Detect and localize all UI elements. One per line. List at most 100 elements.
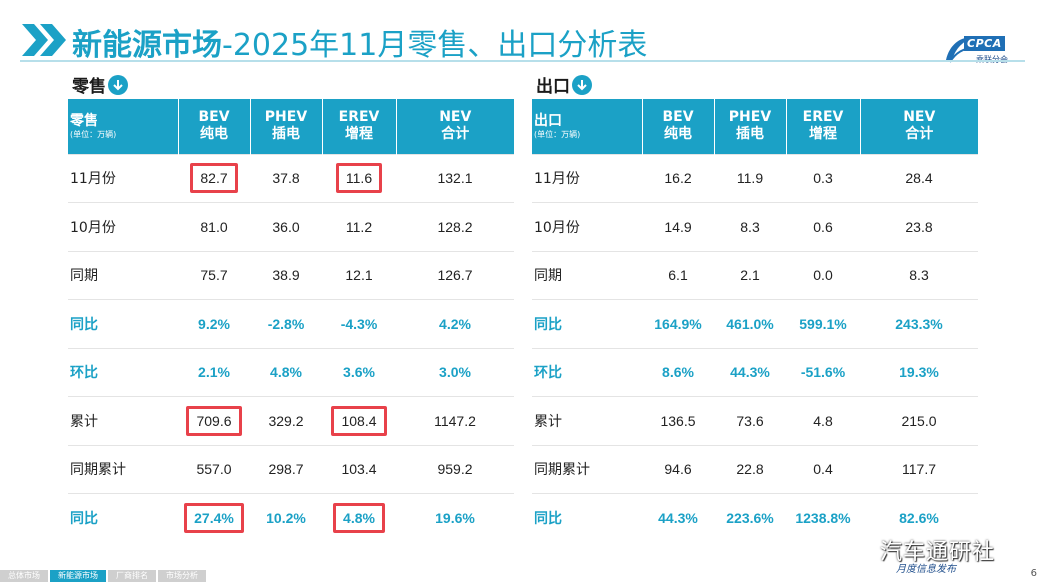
table-cell: 10.2% (250, 493, 322, 542)
page-title: 新能源市场-2025年11月零售、出口分析表 (72, 20, 647, 64)
page-number: 6 (1030, 568, 1037, 579)
slide-header: 新能源市场-2025年11月零售、出口分析表 CPCA 乘联分会 (20, 18, 1030, 64)
row-label: 环比 (532, 347, 642, 397)
retail-section-text: 零售 (72, 77, 106, 97)
highlight-box: 27.4% (184, 503, 244, 533)
table-cell: 16.2 (642, 153, 714, 203)
table-cell: 82.7 (178, 153, 250, 203)
column-header-phev: PHEV 插电 (714, 99, 787, 154)
retail-header-label: 零售 (70, 112, 98, 129)
table-cell: 108.4 (322, 396, 396, 445)
column-name: 合计 (441, 126, 470, 143)
table-cell: 4.8% (250, 347, 322, 397)
table-cell: 28.4 (860, 153, 978, 203)
table-row: 同期 75.7 38.9 12.1 126.7 (68, 250, 514, 300)
table-cell: 81.0 (178, 202, 250, 251)
row-label: 累计 (532, 396, 642, 445)
table-cell: 4.8% (322, 493, 396, 542)
title-rest-part: -2025年11月零售、出口分析表 (222, 28, 648, 63)
table-cell: 223.6% (714, 493, 786, 542)
column-header-erev: EREV 增程 (322, 99, 397, 154)
row-label: 10月份 (68, 202, 178, 251)
footer-tab-maker-ranking[interactable]: 厂商排名 (108, 570, 156, 582)
column-code: EREV (802, 109, 844, 126)
export-table: 出口 (单位：万辆) BEV 纯电 PHEV 插电 EREV 增程 NEV 合计 11月… (532, 99, 978, 542)
table-cell: -2.8% (250, 299, 322, 348)
table-cell: 94.6 (642, 444, 714, 494)
table-cell: 38.9 (250, 250, 322, 300)
table-cell: 709.6 (178, 396, 250, 445)
export-header-label-cell: 出口 (单位：万辆) (532, 99, 643, 154)
double-chevron-icon (22, 24, 66, 56)
column-name: 插电 (736, 126, 764, 143)
row-label: 同比 (68, 299, 178, 348)
table-row: 同比 164.9% 461.0% 599.1% 243.3% (532, 299, 978, 348)
logo-subtitle: 乘联分会 (976, 54, 1008, 65)
row-label: 11月份 (68, 153, 178, 203)
table-row: 环比 8.6% 44.3% -51.6% 19.3% (532, 347, 978, 397)
highlight-box: 82.7 (190, 163, 238, 194)
arrow-down-circle-icon (108, 74, 128, 95)
table-cell: 164.9% (642, 299, 714, 348)
table-cell: 4.8 (786, 396, 860, 445)
table-cell: 3.0% (396, 347, 514, 397)
table-cell: 12.1 (322, 250, 396, 300)
table-cell: 11.9 (714, 153, 786, 203)
table-cell: 8.6% (642, 347, 714, 397)
row-label: 累计 (68, 396, 178, 445)
column-header-bev: BEV 纯电 (642, 99, 715, 154)
title-bold-part: 新能源市场 (72, 28, 222, 63)
table-cell: 19.3% (860, 347, 978, 397)
table-cell: 11.6 (322, 153, 396, 203)
column-code: BEV (198, 109, 230, 126)
table-cell: 11.2 (322, 202, 396, 251)
table-cell: 0.0 (786, 250, 860, 300)
table-cell: 82.6% (860, 493, 978, 542)
table-cell: 22.8 (714, 444, 786, 494)
table-row: 环比 2.1% 4.8% 3.6% 3.0% (68, 347, 514, 397)
row-label: 同期 (532, 250, 642, 300)
footer-tab-market-analysis[interactable]: 市场分析 (158, 570, 206, 582)
export-section-label: 出口 (536, 72, 592, 97)
table-row: 同比 27.4% 10.2% 4.8% 19.6% (68, 493, 514, 542)
table-cell: 126.7 (396, 250, 514, 300)
cpca-logo: CPCA 乘联分会 (942, 32, 1012, 68)
column-name: 纯电 (200, 126, 228, 143)
table-cell: 0.3 (786, 153, 860, 203)
column-code: PHEV (728, 109, 772, 126)
table-row: 10月份 81.0 36.0 11.2 128.2 (68, 202, 514, 251)
highlight-box: 108.4 (331, 405, 387, 436)
column-code: EREV (338, 109, 380, 126)
table-cell: 23.8 (860, 202, 978, 251)
column-header-nev: NEV 合计 (396, 99, 514, 154)
table-row: 累计 136.5 73.6 4.8 215.0 (532, 396, 978, 445)
footer-tagline: 月度信息发布 (896, 564, 956, 575)
export-header-label: 出口 (534, 112, 562, 129)
table-cell: 103.4 (322, 444, 396, 494)
table-cell: 3.6% (322, 347, 396, 397)
row-label: 同比 (68, 493, 178, 542)
table-cell: 9.2% (178, 299, 250, 348)
retail-table: 零售 (单位：万辆) BEV 纯电 PHEV 插电 EREV 增程 NEV 合计 11月… (68, 99, 514, 542)
row-label: 同期 (68, 250, 178, 300)
table-cell: 243.3% (860, 299, 978, 348)
row-label: 同比 (532, 493, 642, 542)
column-name: 增程 (345, 126, 373, 143)
row-label: 同期累计 (532, 444, 642, 494)
row-label: 11月份 (532, 153, 642, 203)
signature-watermark: 汽车通研社 (880, 540, 996, 565)
table-cell: 2.1% (178, 347, 250, 397)
table-cell: 8.3 (714, 202, 786, 251)
table-cell: 73.6 (714, 396, 786, 445)
retail-unit: (单位：万辆) (70, 129, 117, 139)
table-cell: 557.0 (178, 444, 250, 494)
export-header-row: 出口 (单位：万辆) BEV 纯电 PHEV 插电 EREV 增程 NEV 合计 (532, 99, 978, 154)
table-cell: 117.7 (860, 444, 978, 494)
column-code: NEV (439, 109, 472, 126)
table-cell: 136.5 (642, 396, 714, 445)
table-row: 同期累计 94.6 22.8 0.4 117.7 (532, 444, 978, 494)
footer-tab-overall-market[interactable]: 总体市场 (0, 570, 48, 582)
footer-tab-nev-market[interactable]: 新能源市场 (50, 570, 106, 582)
highlight-box: 709.6 (186, 405, 242, 436)
table-cell: 44.3% (714, 347, 786, 397)
